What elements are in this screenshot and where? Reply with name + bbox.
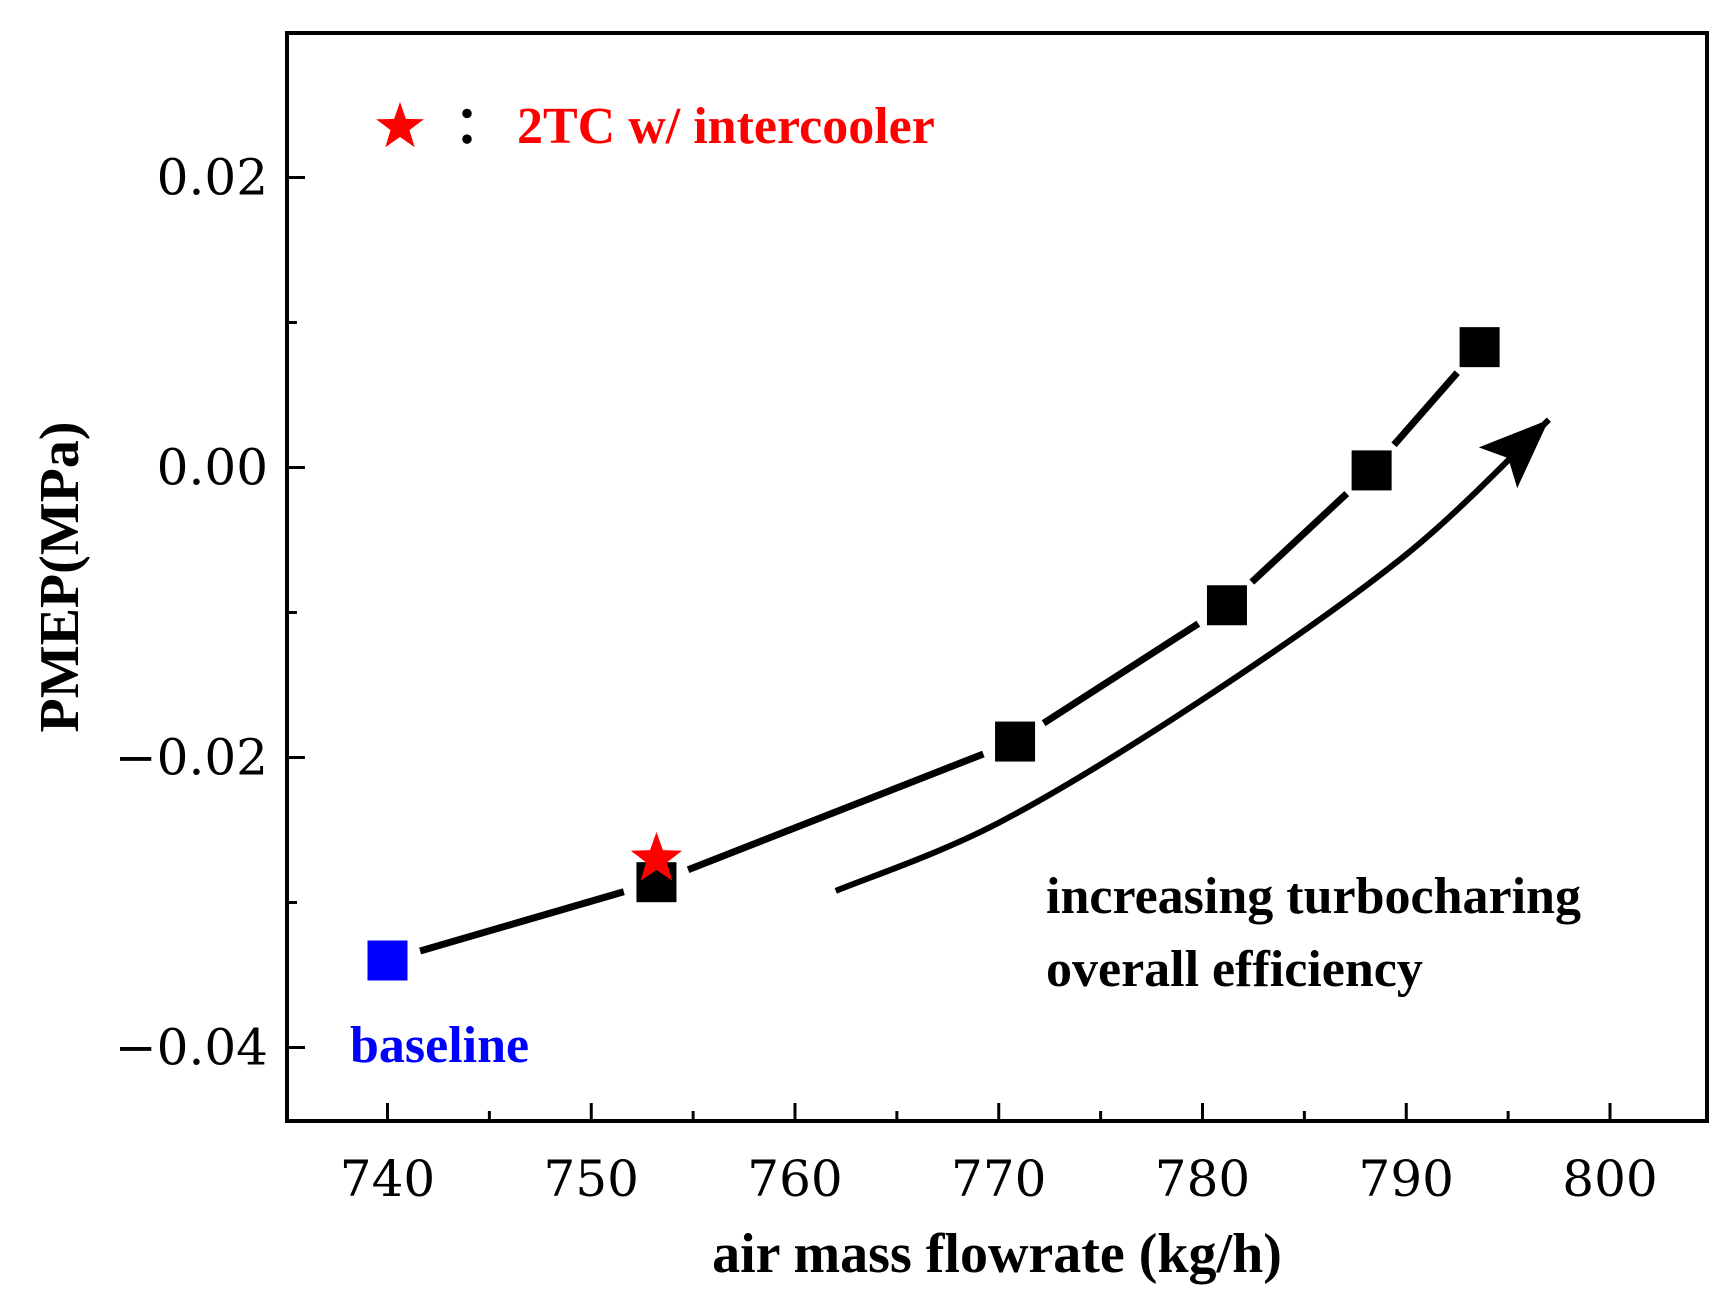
data-point-square xyxy=(1459,327,1500,368)
data-point-square xyxy=(995,721,1036,762)
trend-label-line2: overall efficiency xyxy=(1046,941,1423,998)
intercooler-point-star xyxy=(630,832,683,881)
y-tick-label: −0.04 xyxy=(115,1019,268,1077)
x-axis-ticks xyxy=(386,1103,1612,1121)
x-tick-label: 800 xyxy=(1562,1150,1657,1208)
x-tick-label: 760 xyxy=(747,1150,842,1208)
series-lines xyxy=(419,370,1460,955)
x-tick-label: 740 xyxy=(340,1150,435,1208)
y-tick-label: 0.02 xyxy=(157,149,268,207)
data-point-square xyxy=(1206,585,1247,626)
x-axis-tick-labels: 740 750 760 770 780 790 800 xyxy=(340,1150,1658,1208)
y-axis-tick-labels: −0.04 −0.02 0.00 0.02 xyxy=(115,149,268,1077)
baseline-label: baseline xyxy=(350,1017,529,1074)
y-tick-label: 0.00 xyxy=(157,439,268,497)
trend-arrow-shaft xyxy=(834,417,1551,894)
data-point-square xyxy=(1351,450,1392,491)
legend-star-icon xyxy=(376,102,424,148)
x-tick-label: 750 xyxy=(544,1150,639,1208)
x-tick-label: 790 xyxy=(1359,1150,1454,1208)
series-segment xyxy=(419,888,625,955)
y-axis-ticks xyxy=(287,176,305,1049)
series-segment xyxy=(1249,491,1350,585)
x-axis-title: air mass flowrate (kg/h) xyxy=(712,1223,1282,1285)
trend-label-line1: increasing turbocharing xyxy=(1046,868,1581,925)
series-segment xyxy=(1041,620,1201,727)
baseline-point xyxy=(367,940,408,981)
y-axis-title: PMEP(MPa) xyxy=(29,422,91,733)
series-segment xyxy=(1391,370,1460,448)
legend-label: 2TC w/ intercooler xyxy=(517,98,935,155)
x-tick-label: 780 xyxy=(1155,1150,1250,1208)
y-tick-label: −0.02 xyxy=(115,729,268,787)
series-segment xyxy=(686,750,985,874)
trend-arrow xyxy=(834,417,1551,894)
plot-frame xyxy=(285,31,1709,1123)
x-tick-label: 770 xyxy=(951,1150,1046,1208)
trend-arrow-head xyxy=(1478,419,1549,489)
legend-separator: ： xyxy=(454,98,506,155)
data-markers xyxy=(367,327,1500,981)
